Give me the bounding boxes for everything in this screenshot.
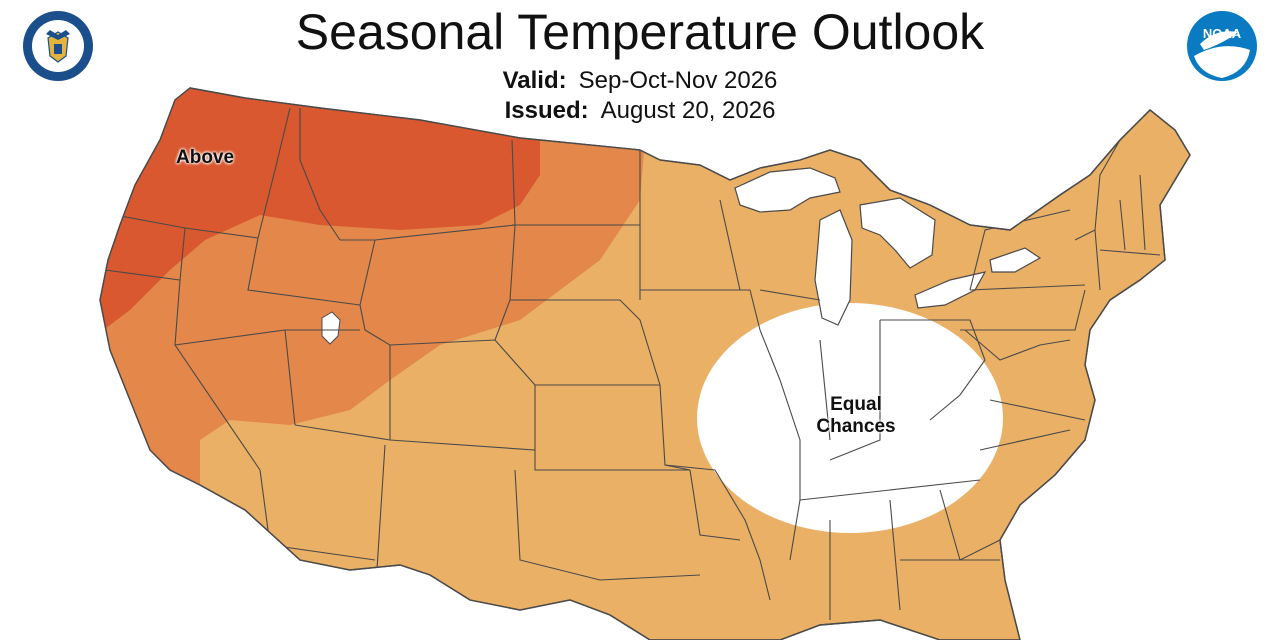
great-lakes — [734, 167, 1042, 326]
valid-line: Valid: Sep-Oct-Nov 2026 — [0, 66, 1280, 96]
map-title: Seasonal Temperature Outlook — [295, 4, 985, 60]
equal-label-line1: Equal — [830, 394, 882, 415]
issued-line: Issued: August 20, 2026 — [0, 96, 1280, 126]
issued-value: August 20, 2026 — [600, 97, 776, 124]
valid-value: Sep-Oct-Nov 2026 — [578, 67, 778, 94]
great-salt-lake — [321, 311, 341, 345]
above-high-region — [100, 88, 540, 340]
state-borders — [104, 107, 1161, 620]
noaa-text: NOAA — [1203, 26, 1242, 41]
us-outline — [99, 87, 1191, 640]
equal-label-line2: Chances — [816, 416, 896, 437]
issued-label: Issued: — [504, 97, 589, 124]
above-label: Above — [176, 147, 235, 168]
department-of-commerce-seal-icon — [23, 11, 93, 81]
equal-chances-label: Equal Chances — [800, 394, 912, 438]
equal-chances-region — [697, 303, 1003, 533]
valid-label: Valid: — [502, 67, 567, 94]
noaa-logo-icon: NOAA — [1187, 11, 1257, 81]
